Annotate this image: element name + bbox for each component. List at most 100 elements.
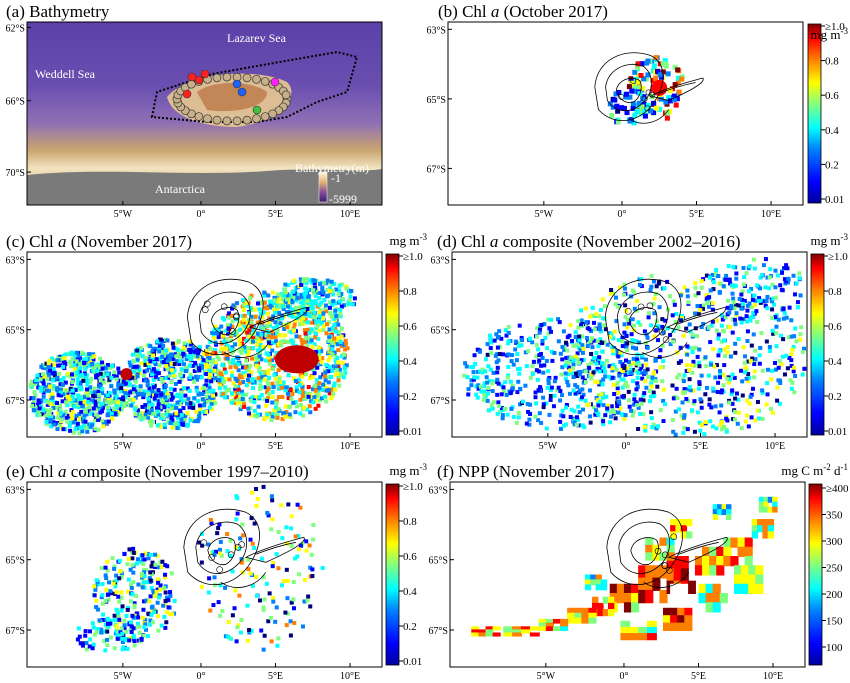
data-pixel <box>171 345 176 350</box>
data-pixel <box>568 323 573 328</box>
data-pixel <box>781 316 786 321</box>
data-pixel <box>319 348 324 353</box>
seamount-contour <box>646 302 654 310</box>
npp-cell <box>670 615 679 624</box>
data-pixel <box>90 646 95 651</box>
lon-tick-label-f: 5°E <box>691 671 706 682</box>
data-pixel <box>85 387 90 392</box>
data-pixel <box>217 378 222 383</box>
data-pixel <box>793 374 798 379</box>
data-pixel <box>689 363 694 368</box>
data-pixel <box>244 320 249 325</box>
data-pixel <box>291 295 296 300</box>
data-pixel <box>194 388 199 393</box>
data-pixel <box>511 415 516 420</box>
npp-cell <box>763 496 769 503</box>
data-pixel <box>241 380 246 385</box>
npp-cell <box>748 574 757 585</box>
data-pixel <box>73 388 78 393</box>
data-pixel <box>258 343 263 348</box>
data-pixel <box>350 302 355 307</box>
data-pixel <box>142 574 147 579</box>
colorbar-label-f: 150 <box>826 616 843 628</box>
data-pixel <box>109 384 114 389</box>
data-pixel <box>759 272 764 277</box>
data-pixel <box>58 387 63 392</box>
data-pixel <box>267 375 272 380</box>
npp-cell <box>721 509 728 516</box>
data-pixel <box>337 299 342 304</box>
data-pixel <box>721 284 726 289</box>
data-pixel <box>352 296 357 301</box>
npp-cell <box>638 633 649 641</box>
data-pixel <box>84 392 89 397</box>
lat-tick-label-e: 67°S <box>5 626 25 637</box>
data-pixel <box>276 406 281 411</box>
data-pixel <box>256 376 261 381</box>
data-pixel <box>579 358 584 363</box>
data-pixel <box>623 315 628 320</box>
data-pixel <box>635 357 640 362</box>
data-pixel <box>623 303 628 308</box>
data-pixel <box>234 517 239 522</box>
npp-cell <box>705 602 714 613</box>
data-pixel <box>220 608 225 613</box>
data-pixel <box>300 391 305 396</box>
data-pixel <box>708 288 713 293</box>
data-pixel <box>600 349 605 354</box>
data-pixel <box>194 377 199 382</box>
data-pixel <box>143 622 148 627</box>
data-pixel <box>131 387 136 392</box>
data-pixel <box>616 410 621 415</box>
data-pixel <box>95 373 100 378</box>
data-pixel <box>732 306 737 311</box>
data-pixel <box>760 390 765 395</box>
data-pixel <box>100 418 105 423</box>
data-pixel <box>50 392 55 397</box>
data-pixel <box>552 379 557 384</box>
data-pixel <box>332 281 337 286</box>
data-pixel <box>588 420 593 425</box>
data-pixel <box>663 402 668 407</box>
data-pixel <box>508 391 513 396</box>
data-pixel <box>602 362 607 367</box>
seamount-contour <box>238 541 245 548</box>
data-pixel <box>251 346 256 351</box>
data-pixel <box>73 398 78 403</box>
data-pixel <box>485 352 490 357</box>
data-pixel <box>233 588 238 593</box>
data-pixel <box>680 400 685 405</box>
data-pixel <box>104 587 109 592</box>
data-pixel <box>725 350 730 355</box>
seamount-contour <box>670 533 678 541</box>
data-pixel <box>195 398 200 403</box>
data-pixel <box>627 118 633 124</box>
npp-cell <box>659 537 668 546</box>
npp-cell <box>620 620 631 628</box>
data-pixel <box>734 391 739 396</box>
data-pixel <box>128 582 133 587</box>
data-pixel <box>161 360 166 365</box>
data-pixel <box>51 387 56 392</box>
data-pixel <box>649 416 654 421</box>
data-pixel <box>298 317 303 322</box>
station-marker <box>222 116 232 126</box>
data-pixel <box>165 400 170 405</box>
data-pixel <box>165 409 170 414</box>
data-pixel <box>800 372 805 377</box>
data-pixel <box>112 613 117 618</box>
data-pixel <box>317 296 322 301</box>
data-pixel <box>155 553 160 558</box>
npp-cell <box>503 632 514 637</box>
data-pixel <box>157 363 162 368</box>
data-pixel <box>176 339 181 344</box>
data-pixel <box>780 354 785 359</box>
data-pixel <box>722 363 727 368</box>
data-pixel <box>130 375 135 380</box>
data-pixel <box>609 288 614 293</box>
npp-cell <box>698 593 707 604</box>
data-pixel <box>226 387 231 392</box>
bathymetry-colorbar-max: -1 <box>331 171 341 185</box>
data-pixel <box>266 320 271 325</box>
data-pixel <box>651 390 656 395</box>
